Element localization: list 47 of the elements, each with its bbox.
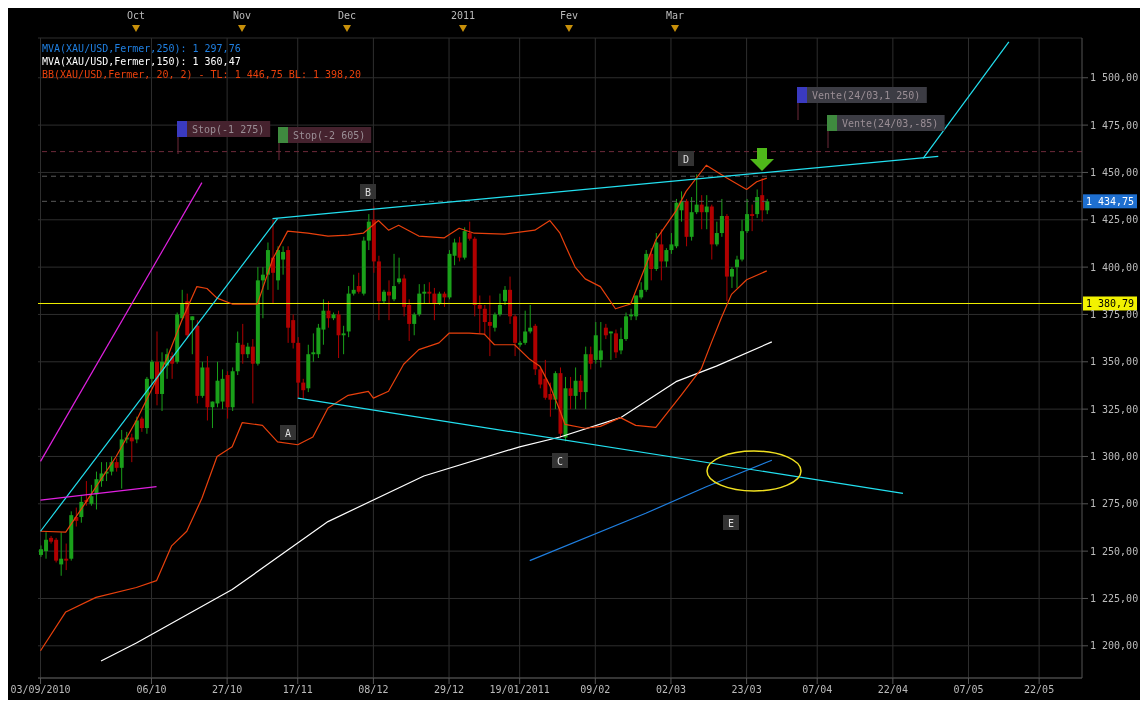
y-tick-label: 1 375,00 <box>1090 309 1139 320</box>
text: BB(XAU/USD,Fermer, 20, 2) - TL: 1 446,75 BL: 1 398,20 <box>42 68 362 81</box>
x-tick-label: 29/12 <box>433 684 465 696</box>
x-tick-label: 08/12 <box>358 684 389 696</box>
x-tick-label: 22/04 <box>877 684 908 696</box>
y-tick-label: 1 425,00 <box>1090 214 1139 226</box>
text: MVA(XAU/USD,Fermer,150): 1 360,47 <box>42 55 242 68</box>
y-tick-label: 1 500,00 <box>1090 72 1139 84</box>
y-tick-label: 1 225,00 <box>1090 593 1139 605</box>
text: Fev <box>559 10 579 21</box>
ref-line-label: 1 434,75 <box>1085 196 1135 208</box>
x-tick-label: 23/03 <box>731 684 762 696</box>
y-tick-label: 1 275,00 <box>1090 498 1139 510</box>
annotation: A <box>284 428 292 439</box>
text: Oct <box>126 10 146 21</box>
x-tick-label: 03/09/2010 <box>10 684 71 696</box>
x-tick-label: 19/01/2011 <box>489 684 550 696</box>
annotation: Vente(24/03,1 250) <box>812 90 921 101</box>
annotation: Vente(24/03,-85) <box>842 118 939 129</box>
text: Mar <box>665 10 685 21</box>
x-tick-label: 17/11 <box>282 684 313 696</box>
annotation: Stop(-1 275) <box>192 124 265 135</box>
text: 2011 <box>450 10 476 21</box>
x-tick-label: 07/04 <box>802 684 833 696</box>
annotation: C <box>556 456 564 467</box>
y-tick-label: 1 325,00 <box>1090 403 1139 415</box>
y-tick-label: 1 300,00 <box>1090 451 1139 463</box>
x-tick-label: 07/05 <box>953 684 984 696</box>
x-tick-label: 22/05 <box>1024 684 1055 696</box>
y-tick-label: 1 350,00 <box>1090 356 1139 368</box>
annotation: E <box>727 518 735 529</box>
y-tick-label: 1 250,00 <box>1090 545 1139 557</box>
x-tick-label: 09/02 <box>580 684 611 696</box>
annotation: D <box>682 154 690 165</box>
x-tick-label: 02/03 <box>655 684 687 696</box>
y-tick-label: 1 400,00 <box>1090 261 1139 273</box>
y-tick-label: 1 475,00 <box>1090 119 1139 131</box>
text: Dec <box>337 10 357 21</box>
x-tick-label: 27/10 <box>212 684 243 696</box>
x-tick-label: 06/10 <box>136 684 167 696</box>
y-tick-label: 1 450,00 <box>1090 166 1139 178</box>
y-tick-label: 1 200,00 <box>1090 640 1139 652</box>
text: MVA(XAU/USD,Fermer,250): 1 297,76 <box>42 42 242 55</box>
ref-line-label: 1 380,79 <box>1085 298 1135 310</box>
annotation: B <box>364 187 372 198</box>
text: Nov <box>232 10 252 21</box>
annotation: Stop(-2 605) <box>293 130 366 141</box>
